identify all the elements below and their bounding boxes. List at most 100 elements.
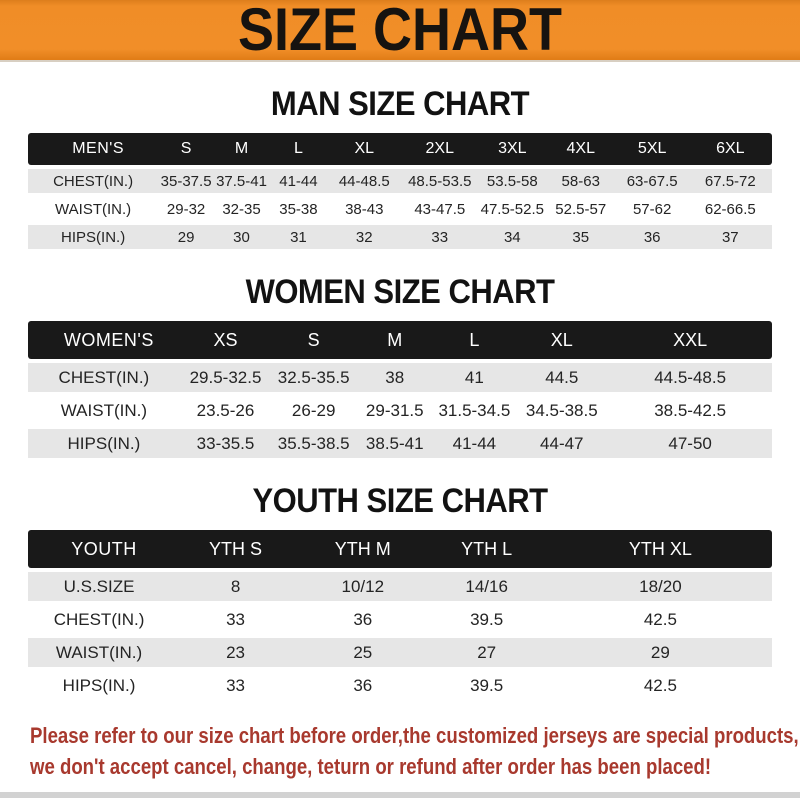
men-section-title: MAN SIZE CHART bbox=[270, 84, 530, 123]
cell: 29 bbox=[548, 638, 772, 667]
youth-col-header: YTH M bbox=[301, 530, 425, 568]
cell: 37.5-41 bbox=[214, 169, 270, 193]
cell: 14/16 bbox=[424, 572, 549, 601]
cell: 38.5-41 bbox=[356, 429, 434, 458]
women-group-label: WOMEN'S bbox=[28, 321, 180, 359]
men-col-header: L bbox=[269, 133, 328, 165]
cell: 67.5-72 bbox=[688, 169, 772, 193]
table-row: WAIST(IN.) 23.5-26 26-29 29-31.5 31.5-34… bbox=[28, 396, 772, 425]
women-col-header: S bbox=[271, 321, 357, 359]
youth-section-title: YOUTH SIZE CHART bbox=[252, 481, 548, 520]
table-row: WAIST(IN.) 29-32 32-35 35-38 38-43 43-47… bbox=[28, 197, 772, 221]
men-group-label: MEN'S bbox=[28, 133, 159, 165]
cell: 44-48.5 bbox=[327, 169, 401, 193]
men-header-bar: MEN'S S M L XL 2XL 3XL 4XL 5XL 6XL bbox=[28, 133, 772, 165]
youth-group-label: YOUTH bbox=[28, 530, 171, 568]
bottom-edge-strip bbox=[0, 792, 800, 798]
row-label: CHEST(IN.) bbox=[28, 363, 180, 392]
youth-col-header: YTH L bbox=[424, 530, 549, 568]
men-col-header: XL bbox=[327, 133, 401, 165]
cell: 36 bbox=[301, 671, 425, 700]
cell: 41 bbox=[433, 363, 516, 392]
table-row: CHEST(IN.) 29.5-32.5 32.5-35.5 38 41 44.… bbox=[28, 363, 772, 392]
cell: 33-35.5 bbox=[179, 429, 272, 458]
youth-col-header: YTH XL bbox=[548, 530, 772, 568]
cell: 29 bbox=[158, 225, 214, 249]
women-section-title: WOMEN SIZE CHART bbox=[245, 272, 555, 311]
cell: 23.5-26 bbox=[179, 396, 272, 425]
cell: 44.5-48.5 bbox=[608, 363, 772, 392]
row-label: CHEST(IN.) bbox=[28, 169, 159, 193]
cell: 30 bbox=[214, 225, 270, 249]
table-row: WAIST(IN.) 23 25 27 29 bbox=[28, 638, 772, 667]
cell: 27 bbox=[424, 638, 549, 667]
cell: 63-67.5 bbox=[615, 169, 689, 193]
cell: 25 bbox=[301, 638, 425, 667]
banner: SIZE CHART bbox=[0, 0, 800, 64]
cell: 42.5 bbox=[548, 671, 772, 700]
row-label: U.S.SIZE bbox=[28, 572, 171, 601]
women-col-header: XXL bbox=[608, 321, 772, 359]
cell: 31.5-34.5 bbox=[433, 396, 516, 425]
cell: 36 bbox=[615, 225, 689, 249]
cell: 41-44 bbox=[269, 169, 328, 193]
table-row: CHEST(IN.) 33 36 39.5 42.5 bbox=[28, 605, 772, 634]
table-row: HIPS(IN.) 29 30 31 32 33 34 35 36 37 bbox=[28, 225, 772, 249]
footer-note: Please refer to our size chart before or… bbox=[30, 720, 800, 782]
men-col-header: 6XL bbox=[688, 133, 772, 165]
men-col-header: M bbox=[214, 133, 270, 165]
cell: 38 bbox=[356, 363, 434, 392]
men-col-header: 3XL bbox=[478, 133, 546, 165]
page-title: SIZE CHART bbox=[238, 0, 562, 64]
cell: 18/20 bbox=[548, 572, 772, 601]
row-label: HIPS(IN.) bbox=[28, 671, 171, 700]
footer-line-1: Please refer to our size chart before or… bbox=[30, 723, 799, 748]
cell: 62-66.5 bbox=[688, 197, 772, 221]
men-col-header: 5XL bbox=[615, 133, 689, 165]
cell: 33 bbox=[170, 671, 302, 700]
cell: 44-47 bbox=[515, 429, 609, 458]
cell: 29-31.5 bbox=[356, 396, 434, 425]
youth-header-bar: YOUTH YTH S YTH M YTH L YTH XL bbox=[28, 530, 772, 568]
cell: 44.5 bbox=[515, 363, 609, 392]
cell: 26-29 bbox=[271, 396, 357, 425]
cell: 33 bbox=[400, 225, 479, 249]
men-section: MAN SIZE CHART MEN'S S M L XL 2XL 3XL 4X… bbox=[0, 84, 800, 253]
cell: 41-44 bbox=[433, 429, 516, 458]
cell: 35-37.5 bbox=[158, 169, 214, 193]
row-label: WAIST(IN.) bbox=[28, 396, 180, 425]
cell: 57-62 bbox=[615, 197, 689, 221]
cell: 35-38 bbox=[269, 197, 328, 221]
row-label: HIPS(IN.) bbox=[28, 429, 180, 458]
cell: 39.5 bbox=[424, 605, 549, 634]
cell: 35.5-38.5 bbox=[271, 429, 357, 458]
cell: 34.5-38.5 bbox=[515, 396, 609, 425]
table-row: HIPS(IN.) 33 36 39.5 42.5 bbox=[28, 671, 772, 700]
cell: 33 bbox=[170, 605, 302, 634]
cell: 38.5-42.5 bbox=[608, 396, 772, 425]
cell: 58-63 bbox=[545, 169, 616, 193]
youth-size-table: YOUTH YTH S YTH M YTH L YTH XL U.S.SIZE … bbox=[28, 526, 772, 704]
cell: 37 bbox=[688, 225, 772, 249]
table-row: HIPS(IN.) 33-35.5 35.5-38.5 38.5-41 41-4… bbox=[28, 429, 772, 458]
women-col-header: M bbox=[356, 321, 434, 359]
cell: 35 bbox=[545, 225, 616, 249]
women-col-header: L bbox=[433, 321, 516, 359]
women-col-header: XL bbox=[515, 321, 609, 359]
row-label: WAIST(IN.) bbox=[28, 638, 171, 667]
cell: 47.5-52.5 bbox=[478, 197, 546, 221]
cell: 8 bbox=[170, 572, 302, 601]
row-label: WAIST(IN.) bbox=[28, 197, 159, 221]
women-size-table: WOMEN'S XS S M L XL XXL CHEST(IN.) 29.5-… bbox=[28, 317, 772, 462]
table-row: CHEST(IN.) 35-37.5 37.5-41 41-44 44-48.5… bbox=[28, 169, 772, 193]
youth-col-header: YTH S bbox=[170, 530, 302, 568]
cell: 43-47.5 bbox=[400, 197, 479, 221]
youth-section: YOUTH SIZE CHART YOUTH YTH S YTH M YTH L… bbox=[0, 481, 800, 704]
women-header-bar: WOMEN'S XS S M L XL XXL bbox=[28, 321, 772, 359]
cell: 52.5-57 bbox=[545, 197, 616, 221]
cell: 29.5-32.5 bbox=[179, 363, 272, 392]
cell: 48.5-53.5 bbox=[400, 169, 479, 193]
cell: 39.5 bbox=[424, 671, 549, 700]
cell: 23 bbox=[170, 638, 302, 667]
men-col-header: 4XL bbox=[545, 133, 616, 165]
